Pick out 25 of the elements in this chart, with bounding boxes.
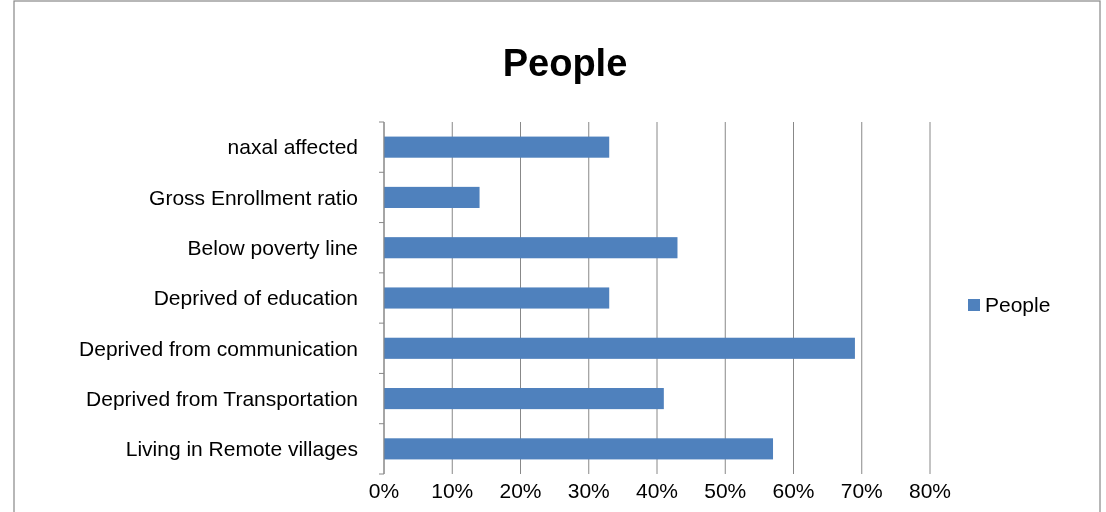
bar (384, 337, 855, 359)
bar (384, 237, 678, 259)
y-tick-label: Deprived of education (153, 286, 358, 310)
y-tick-label: Below poverty line (187, 236, 358, 260)
x-tick-label: 40% (635, 479, 679, 502)
bar (384, 388, 664, 410)
x-tick-label: 0% (368, 479, 400, 502)
bar (384, 438, 774, 460)
y-tick-label: Deprived from communication (79, 336, 358, 360)
y-tick-label: Deprived from Transportation (86, 386, 358, 410)
x-tick-label: 20% (499, 479, 542, 502)
legend-label: People (985, 293, 1051, 317)
y-tick-label: Living in Remote villages (125, 437, 358, 461)
x-tick-label: 80% (908, 479, 952, 502)
x-tick-label: 50% (704, 479, 747, 502)
x-tick-label: 30% (567, 479, 610, 502)
bar (384, 287, 610, 309)
chart-title: People (502, 42, 628, 84)
bar (384, 136, 610, 158)
x-tick-label: 70% (840, 479, 883, 502)
x-tick-label: 60% (772, 479, 815, 502)
bar (384, 186, 480, 208)
y-tick-label: naxal affected (227, 135, 358, 159)
y-tick-label: Gross Enrollment ratio (149, 185, 358, 209)
x-tick-label: 10% (431, 479, 474, 502)
